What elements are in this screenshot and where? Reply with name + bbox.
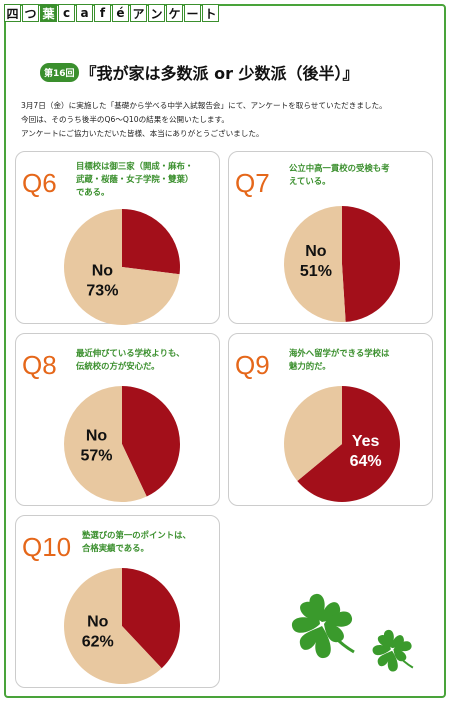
logo-char: c [58, 4, 75, 22]
issue-badge: 第16回 [40, 62, 79, 82]
pie-chart-q9: Yes 64% [284, 386, 400, 502]
question-text: 目標校は御三家（開成・麻布・ 武蔵・桜蔭・女子学院・雙葉） である。 [76, 160, 193, 199]
pie-slice-no [64, 209, 180, 325]
question-line: 海外へ留学ができる学校は [289, 348, 390, 358]
question-number: Q6 [22, 168, 57, 198]
logo-char: 葉 [40, 4, 57, 22]
pie-chart-q6: No 73% [64, 209, 180, 325]
pie-label-value: 51% [300, 263, 332, 280]
pie-slice-no [284, 386, 342, 481]
pie-slice-yes [342, 206, 401, 322]
question-number: Q8 [22, 350, 57, 380]
question-line: 魅力的だ。 [289, 361, 331, 371]
question-line: えている。 [289, 176, 331, 186]
pie-chart-q10: No 62% [64, 568, 181, 684]
question-line: 塾選びの第一のポイントは、 [82, 530, 191, 540]
pie-label-value: 62% [82, 634, 114, 651]
question-line: 合格実績である。 [82, 543, 149, 553]
logo-char: é [112, 4, 129, 22]
page-frame [4, 4, 446, 698]
pie-chart-q7: No 51% [284, 206, 401, 322]
question-line: 目標校は御三家（開成・麻布・ [76, 161, 194, 171]
question-line: 伝統校の方が安心だ。 [76, 361, 160, 371]
title-bar: 第16回 『我が家は多数派 or 少数派（後半）』 [40, 58, 430, 86]
clover-large-icon [291, 593, 355, 659]
question-line: 最近伸びている学校よりも、 [76, 348, 185, 358]
pie-label-name: No [86, 428, 108, 445]
pie-label-value: 73% [86, 282, 118, 299]
pie-chart-q8: No 57% [64, 386, 180, 502]
pie-slice-no [284, 206, 346, 322]
card-q8: Q8 最近伸びている学校よりも、 伝統校の方が安心だ。 No 57% [15, 333, 220, 506]
question-number: Q10 [22, 532, 72, 562]
logo-char: ン [148, 4, 165, 22]
question-line: 公立中高一貫校の受検も考 [289, 163, 390, 173]
pie-label-name: No [92, 262, 114, 279]
card-q7: Q7 公立中高一貫校の受検も考 えている。 No 51% [228, 151, 433, 324]
question-line: 武蔵・桜蔭・女子学院・雙葉） [76, 174, 194, 184]
question-text: 海外へ留学ができる学校は 魅力的だ。 [289, 347, 389, 373]
pie-slice-yes [122, 568, 181, 669]
question-number: Q7 [235, 168, 270, 198]
question-text: 公立中高一貫校の受検も考 えている。 [289, 162, 390, 188]
pie-label-value: 57% [81, 448, 113, 465]
card-q6: Q6 目標校は御三家（開成・麻布・ 武蔵・桜蔭・女子学院・雙葉） である。 No… [15, 151, 220, 325]
question-number: Q9 [235, 350, 270, 380]
question-line: である。 [76, 187, 110, 197]
logo-char: ト [202, 4, 219, 22]
pie-slice-yes [297, 386, 400, 502]
pie-label-name: Yes [352, 433, 380, 450]
logo-char: ー [184, 4, 201, 22]
pie-slice-no [64, 568, 162, 684]
logo-char: つ [22, 4, 39, 22]
pie-label-value: 64% [350, 453, 382, 470]
intro-text: 3月7日（金）に実施した「基礎から学べる中学入試報告会」にて、アンケートを取らせ… [21, 99, 436, 141]
logo-char: f [94, 4, 111, 22]
question-text: 最近伸びている学校よりも、 伝統校の方が安心だ。 [76, 347, 184, 373]
pie-label-name: No [305, 243, 327, 260]
pie-slice-no [64, 386, 147, 502]
intro-line: アンケートにご協力いただいた皆様、本当にありがとうございました。 [21, 129, 264, 138]
card-q9: Q9 海外へ留学ができる学校は 魅力的だ。 Yes 64% [228, 333, 433, 506]
question-text: 塾選びの第一のポイントは、 合格実績である。 [82, 529, 191, 555]
logo-char: 四 [4, 4, 21, 22]
clover-small-icon [372, 629, 414, 672]
intro-line: 今回は、そのうち後半のQ6～Q10の結果を公開いたします。 [21, 115, 229, 124]
logo-char: ケ [166, 4, 183, 22]
logo-char: ア [130, 4, 147, 22]
card-q10: Q10 塾選びの第一のポイントは、 合格実績である。 No 62% [15, 515, 220, 688]
logo-char: a [76, 4, 93, 22]
pie-slice-yes [122, 386, 180, 497]
intro-line: 3月7日（金）に実施した「基礎から学べる中学入試報告会」にて、アンケートを取らせ… [21, 101, 387, 110]
pie-slice-yes [122, 209, 180, 275]
page-title: 『我が家は多数派 or 少数派（後半）』 [80, 64, 359, 83]
pie-label-name: No [87, 614, 109, 631]
